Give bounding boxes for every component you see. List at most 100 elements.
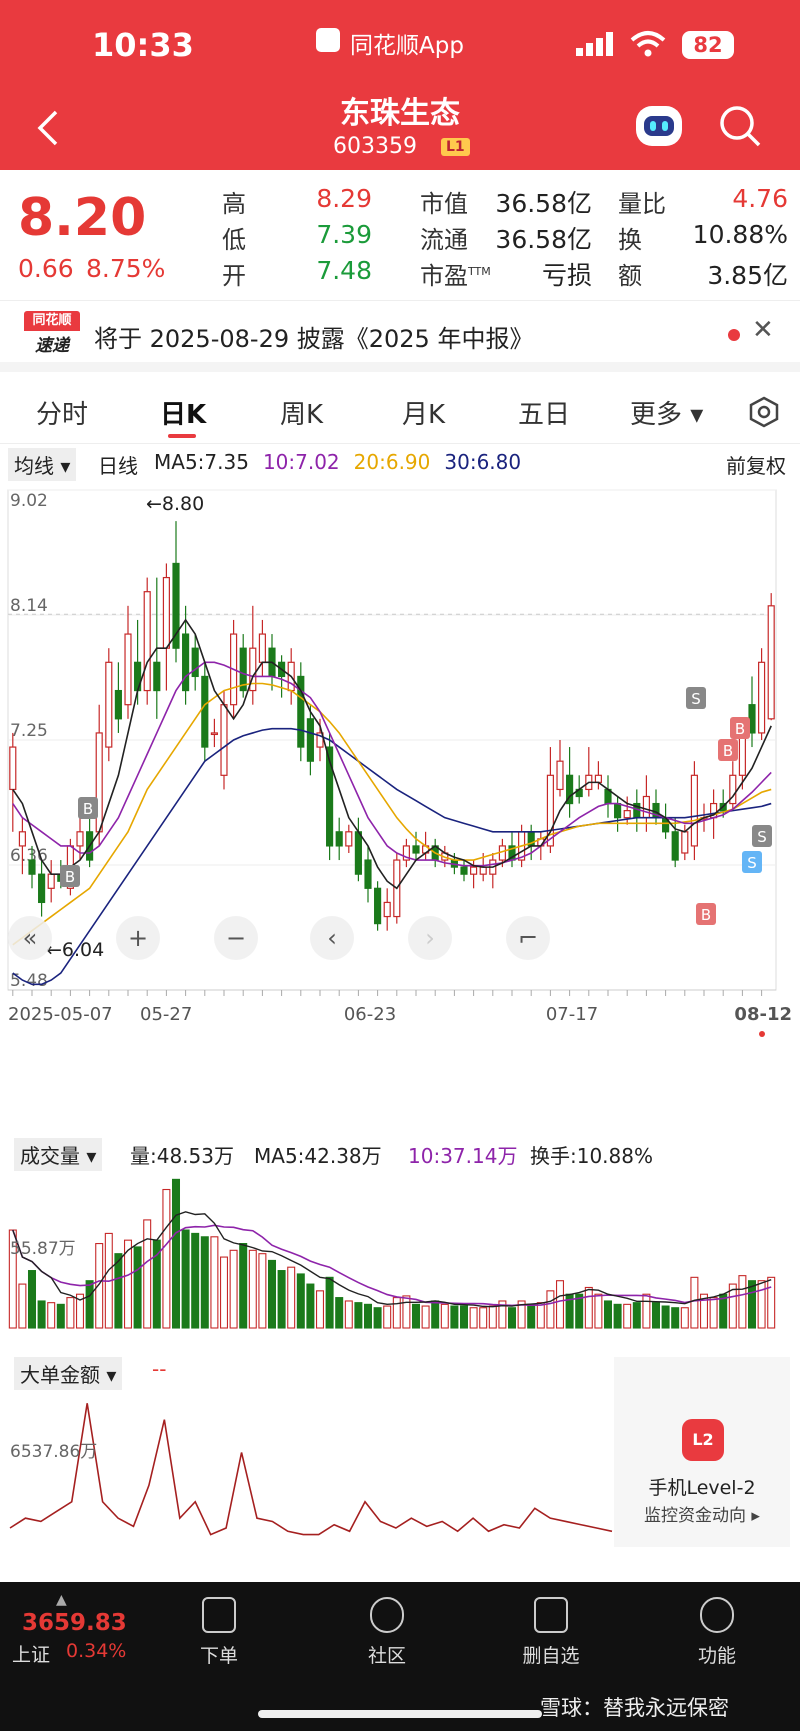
close-icon[interactable]: ✕ (752, 315, 774, 345)
quote-label: 低 (222, 226, 246, 254)
candle-body (546, 774, 554, 847)
indicator-select[interactable]: 均线 ▾ (8, 448, 77, 481)
volume-bar (219, 1256, 229, 1329)
tab-2[interactable]: 周K (280, 400, 324, 430)
candle-body (383, 901, 391, 918)
tab-3[interactable]: 月K (402, 400, 446, 430)
volume-bar (728, 1283, 737, 1329)
big-order-chart[interactable]: 大单金额 ▾ -- 6537.86万 L2 手机Level-2 监控资金动向 ▸ (0, 1339, 800, 1569)
signal-label: B (83, 800, 93, 818)
big-order-line (9, 1403, 613, 1536)
volume-bar (277, 1270, 286, 1329)
volume-bar (709, 1297, 718, 1329)
candle-body (623, 810, 631, 819)
nav-community[interactable]: 社区 (342, 1597, 432, 1668)
volume-bar (315, 1290, 325, 1329)
volume-bar (431, 1300, 440, 1329)
index-arrow-icon: ▲ (56, 1592, 67, 1608)
ma-legend-item: 20:6.90 (353, 450, 431, 474)
chart-control-icon: − (226, 924, 246, 952)
quote-value: 36.58亿 (495, 189, 592, 218)
candle-body (18, 831, 26, 847)
volume-bar (363, 1303, 373, 1329)
signal-marker (696, 903, 716, 925)
volume-bar (699, 1293, 709, 1329)
volume-bar (440, 1303, 449, 1329)
tab-5[interactable]: 更多 ▾ (630, 400, 704, 430)
kline-chart[interactable]: 均线 ▾ 日线 MA5:7.35 10:7.02 20:6.90 30:6.80 前复… (0, 444, 800, 1124)
volume-bar (527, 1303, 536, 1329)
nav-order[interactable]: 下单 (174, 1597, 264, 1668)
volume-bar (239, 1243, 248, 1329)
candle-body (172, 562, 180, 649)
candle-body (402, 845, 410, 861)
volume-bar (18, 1283, 27, 1329)
nav-function[interactable]: 功能 (672, 1597, 762, 1668)
current-price: 8.20 (18, 188, 147, 248)
volume-turnover: 换手:10.88% (530, 1144, 653, 1168)
quote-value: 3.85亿 (707, 261, 788, 290)
candle-body (460, 866, 468, 875)
volume-bar (469, 1307, 478, 1329)
index-name: 上证 (12, 1644, 51, 1666)
chart-control-icon: + (128, 924, 148, 952)
candle-body (681, 831, 689, 854)
volume-bar (383, 1305, 392, 1329)
back-icon[interactable] (36, 108, 60, 152)
signal-label: B (701, 906, 711, 924)
bottom-nav: ▲ 3659.83 上证 0.34% 下单 社区 删自选 功能 雪球：替我永远保… (0, 1582, 800, 1731)
index-value[interactable]: 3659.83 (22, 1610, 127, 1636)
candle-body (153, 661, 161, 692)
quote-label: 流通 (420, 226, 468, 254)
volume-bar (56, 1303, 65, 1329)
volume-bar (623, 1303, 632, 1329)
volume-bar (584, 1286, 593, 1329)
adjust-label[interactable]: 前复权 (726, 454, 786, 478)
candle-body (210, 732, 218, 736)
y-tick-label: 8.14 (10, 596, 48, 616)
community-icon (370, 1597, 404, 1633)
robot-assistant-icon[interactable] (636, 106, 682, 146)
tab-4[interactable]: 五日 (518, 400, 571, 430)
candle-body (249, 647, 257, 692)
quote-label: 量比 (618, 190, 666, 218)
volume-bar (402, 1295, 411, 1329)
big-order-indicator-select[interactable]: 大单金额 ▾ (14, 1357, 123, 1390)
app-logo-icon (316, 28, 340, 52)
quote-label: 额 (618, 262, 642, 290)
tab-1[interactable]: 日K (160, 400, 207, 430)
candle-body (556, 760, 564, 791)
candle-body (297, 675, 305, 748)
candle-body (258, 633, 266, 663)
candle-body (690, 774, 698, 847)
battery-indicator: 82 (682, 31, 734, 59)
volume-bar (143, 1219, 152, 1329)
signal-icon (576, 32, 618, 60)
candle-body (182, 633, 190, 692)
volume-bar (296, 1273, 305, 1329)
volume-bar (344, 1300, 353, 1329)
index-change: 0.34% (66, 1640, 127, 1662)
y-tick-label: 5.48 (10, 971, 48, 991)
quote-value: 4.76 (732, 184, 788, 213)
signal-marker (718, 739, 738, 761)
volume-indicator-select[interactable]: 成交量 ▾ (14, 1138, 103, 1171)
stock-code: 603359 (333, 134, 417, 159)
level2-promo[interactable]: L2 手机Level-2 监控资金动向 ▸ (614, 1357, 790, 1547)
volume-bar (191, 1232, 200, 1329)
volume-bar (603, 1300, 613, 1329)
search-icon[interactable] (718, 104, 762, 152)
level-badge: L1 (441, 138, 470, 156)
stock-name: 东珠生态 (340, 96, 460, 131)
volume-bar (200, 1236, 209, 1329)
unread-dot (728, 329, 740, 341)
nav-remove-watch[interactable]: 删自选 (506, 1597, 596, 1668)
settings-icon[interactable] (748, 396, 780, 432)
candle-body (566, 774, 574, 805)
news-banner[interactable]: 同花顺 速递 将于 2025-08-29 披露《2025 年中报》 ✕ (0, 300, 800, 372)
tab-0[interactable]: 分时 (36, 400, 89, 430)
ma20-line (12, 682, 772, 946)
volume-chart[interactable]: 成交量 ▾ 量:48.53万 MA5:42.38万 10:37.14万 换手:1… (0, 1124, 800, 1339)
volume-bar (123, 1239, 133, 1329)
